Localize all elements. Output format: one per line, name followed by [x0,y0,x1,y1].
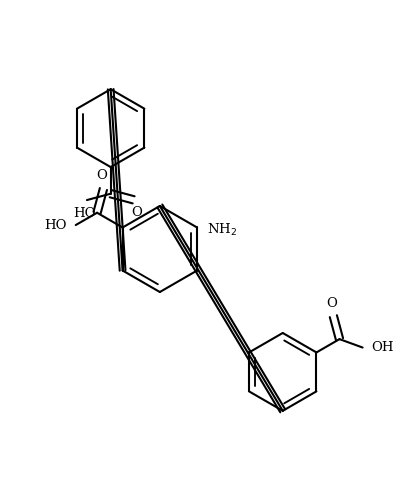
Text: OH: OH [372,341,394,354]
Text: NH$_2$: NH$_2$ [207,222,237,238]
Text: O: O [97,169,107,182]
Text: O: O [327,297,338,310]
Text: O: O [132,206,143,219]
Text: HO: HO [44,219,67,233]
Text: HO: HO [74,207,96,220]
